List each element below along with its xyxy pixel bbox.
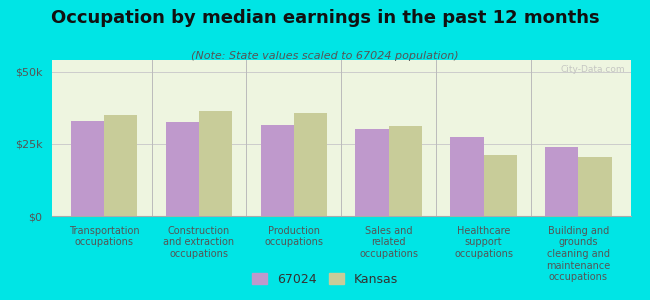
Text: (Note: State values scaled to 67024 population): (Note: State values scaled to 67024 popu… xyxy=(191,51,459,61)
Bar xyxy=(578,157,612,216)
Legend: 67024, Kansas: 67024, Kansas xyxy=(247,268,403,291)
Bar xyxy=(545,147,578,216)
Bar xyxy=(166,122,199,216)
Bar xyxy=(450,136,484,216)
Bar xyxy=(484,155,517,216)
Bar xyxy=(71,121,104,216)
Text: City-Data.com: City-Data.com xyxy=(560,65,625,74)
Bar xyxy=(199,111,232,216)
Bar xyxy=(294,113,327,216)
Bar xyxy=(356,129,389,216)
Bar xyxy=(104,115,137,216)
Text: Occupation by median earnings in the past 12 months: Occupation by median earnings in the pas… xyxy=(51,9,599,27)
Bar xyxy=(389,126,422,216)
Bar xyxy=(261,125,294,216)
